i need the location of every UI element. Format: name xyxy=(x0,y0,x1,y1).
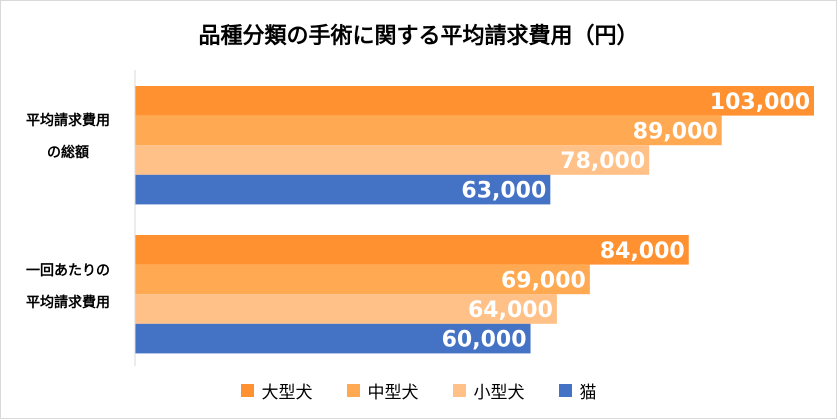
bar xyxy=(135,115,722,146)
category-label-line: の総額 xyxy=(47,145,89,161)
legend-swatch xyxy=(240,384,254,397)
legend-label: 大型犬 xyxy=(261,383,313,403)
legend-swatch xyxy=(558,384,572,397)
category-label-total: 平均請求費用 の総額 xyxy=(4,105,132,169)
category-label-line: 一回あたりの xyxy=(26,263,110,279)
legend-item: 大型犬 xyxy=(240,378,313,403)
data-label: 103,000 xyxy=(710,90,810,115)
data-label: 63,000 xyxy=(461,179,546,204)
bar xyxy=(135,174,551,205)
legend-label: 猫 xyxy=(579,383,597,403)
legend-item: 猫 xyxy=(558,378,597,403)
data-label: 78,000 xyxy=(560,149,645,174)
legend-label: 小型犬 xyxy=(473,383,525,403)
legend-swatch xyxy=(452,384,466,397)
data-label: 64,000 xyxy=(468,298,553,323)
legend-item: 小型犬 xyxy=(452,378,525,403)
data-label: 89,000 xyxy=(633,119,718,144)
legend: 大型犬 中型犬 小型犬 猫 xyxy=(0,378,837,403)
data-label: 84,000 xyxy=(600,239,685,264)
bar xyxy=(135,294,557,324)
chart-title: 品種分類の手術に関する平均請求費用（円） xyxy=(198,24,639,49)
bar xyxy=(135,86,814,116)
legend-swatch xyxy=(346,384,360,397)
bar xyxy=(135,264,590,295)
data-label: 60,000 xyxy=(442,328,527,353)
category-label-per-visit: 一回あたりの 平均請求費用 xyxy=(4,255,132,319)
bar xyxy=(135,145,650,175)
legend-item: 中型犬 xyxy=(346,378,419,403)
category-label-line: 平均請求費用 xyxy=(26,113,110,129)
bar xyxy=(135,323,531,354)
category-label-line: 平均請求費用 xyxy=(26,295,110,311)
bar xyxy=(135,235,689,265)
data-label: 69,000 xyxy=(501,268,586,293)
legend-label: 中型犬 xyxy=(367,383,419,403)
